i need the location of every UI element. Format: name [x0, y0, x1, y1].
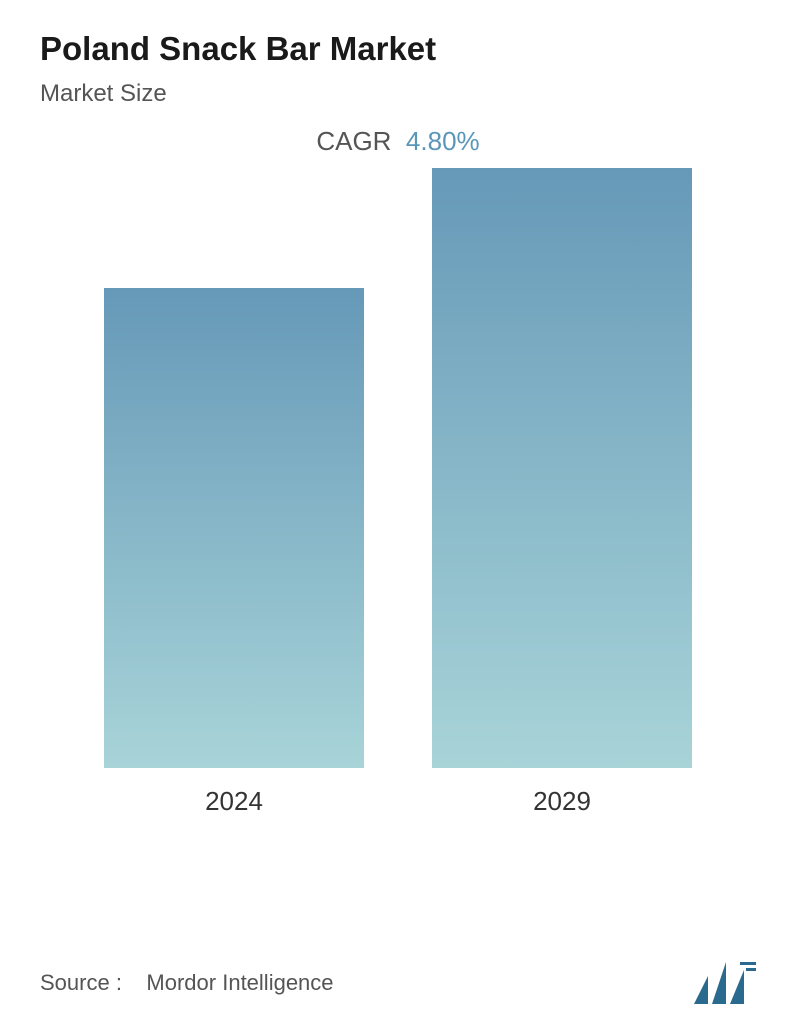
bar-group-2024: 2024 [104, 288, 364, 817]
cagr-row: CAGR 4.80% [40, 126, 756, 157]
bar-label-2029: 2029 [533, 786, 591, 817]
mordor-logo-icon [694, 962, 756, 1004]
chart-container: Poland Snack Bar Market Market Size CAGR… [0, 0, 796, 1034]
cagr-value: 4.80% [406, 126, 480, 156]
bar-group-2029: 2029 [432, 168, 692, 817]
bar-label-2024: 2024 [205, 786, 263, 817]
source-name: Mordor Intelligence [146, 970, 333, 995]
footer: Source : Mordor Intelligence [40, 962, 756, 1004]
source-text: Source : Mordor Intelligence [40, 970, 334, 996]
chart-subtitle: Market Size [40, 80, 756, 108]
bar-2029 [432, 168, 692, 768]
chart-area: 2024 2029 [40, 177, 756, 877]
source-label: Source : [40, 970, 122, 995]
bars-container: 2024 2029 [40, 177, 756, 817]
chart-title: Poland Snack Bar Market [40, 30, 756, 68]
cagr-label: CAGR [316, 126, 391, 156]
bar-2024 [104, 288, 364, 768]
